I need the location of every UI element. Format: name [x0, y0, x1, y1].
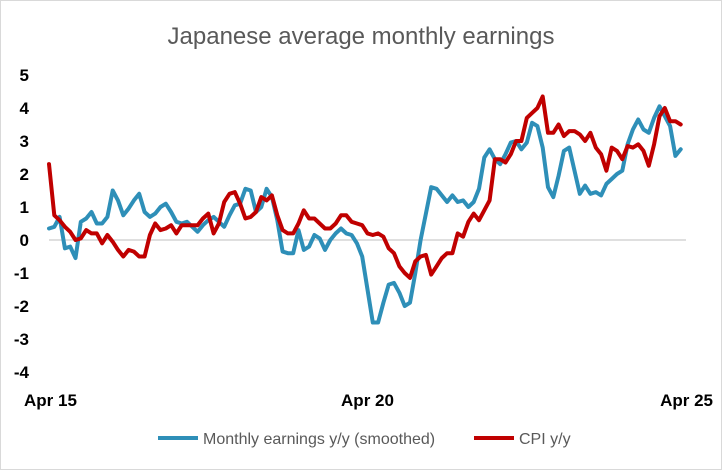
y-tick-label: -4 [14, 363, 30, 382]
y-axis-tick-labels: 5 4 3 2 1 0 -1 -2 -3 -4 [14, 66, 30, 382]
legend-label-cpi: CPI y/y [519, 431, 571, 448]
y-tick-label: -1 [14, 264, 29, 283]
x-tick-label: Apr 15 [24, 391, 77, 410]
chart-title: Japanese average monthly earnings [168, 23, 555, 50]
series-line-cpi [47, 94, 683, 280]
legend: Monthly earnings y/y (smoothed) CPI y/y [158, 431, 571, 448]
y-tick-label: 0 [20, 231, 29, 250]
y-tick-label: -2 [14, 297, 29, 316]
legend-label-earnings: Monthly earnings y/y (smoothed) [203, 431, 435, 448]
y-tick-label: 2 [20, 165, 29, 184]
series-line-earnings [47, 104, 683, 325]
x-tick-label: Apr 20 [341, 391, 394, 410]
y-tick-label: 1 [20, 198, 29, 217]
series-layer [47, 94, 683, 325]
y-tick-label: 4 [20, 99, 30, 118]
x-axis-tick-labels: Apr 15 Apr 20 Apr 25 [24, 391, 713, 410]
y-tick-label: -3 [14, 330, 29, 349]
x-tick-label: Apr 25 [660, 391, 713, 410]
y-tick-label: 3 [20, 132, 29, 151]
y-tick-label: 5 [20, 66, 29, 85]
